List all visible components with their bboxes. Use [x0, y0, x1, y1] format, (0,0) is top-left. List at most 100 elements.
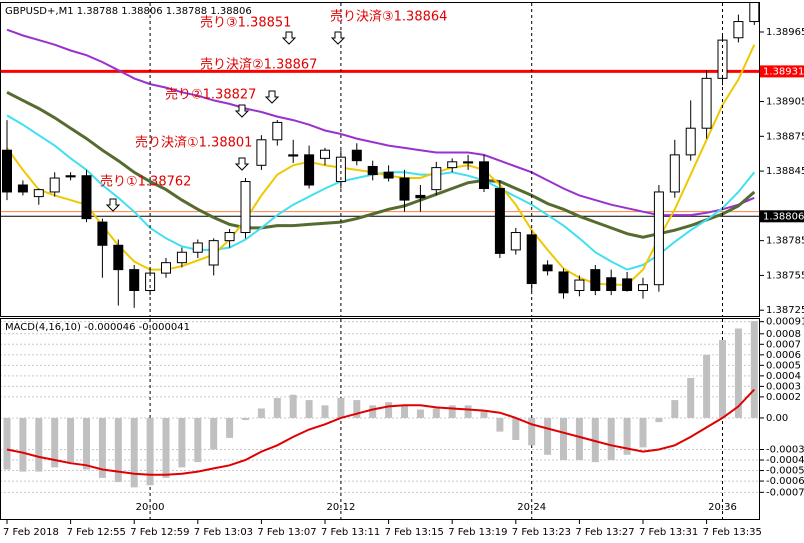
- histogram-bar: [337, 397, 345, 418]
- candle-body: [129, 269, 140, 291]
- histogram-bar: [146, 417, 154, 486]
- x-tick-label: 7 Feb 13:23: [512, 527, 571, 538]
- histogram-bar: [210, 417, 218, 450]
- y-tick-label: 1.38785: [766, 236, 804, 247]
- histogram-bar: [67, 417, 75, 463]
- y-tick-label: 1.38725: [766, 305, 804, 316]
- histogram-bar: [178, 417, 186, 468]
- candle-body: [749, 3, 760, 23]
- candle-body: [2, 149, 12, 193]
- y-tick-label: -0.0005: [766, 466, 804, 477]
- annotation: 売り②1.38827: [165, 87, 256, 103]
- macd-frame: [0, 318, 760, 520]
- annotation: 売り決済①1.38801: [135, 135, 252, 151]
- y-tick-label: 1.38965: [766, 27, 804, 38]
- candle-body: [669, 154, 680, 193]
- histogram-bar: [114, 417, 122, 483]
- histogram-bar: [289, 394, 297, 418]
- histogram-bar: [194, 417, 202, 463]
- candle-body: [33, 189, 44, 198]
- axes: 1.38965 1.38905 1.38875 1.38845 1.38785 1.387…: [3, 9, 804, 538]
- candle-body: [49, 177, 60, 193]
- candle-body: [653, 191, 664, 286]
- histogram-bar: [226, 417, 234, 438]
- histogram-bar: [162, 417, 170, 478]
- macd-panel: [0, 319, 760, 519]
- candle-body: [510, 232, 521, 251]
- candle-body: [97, 221, 108, 246]
- histogram-bar: [353, 400, 361, 418]
- candle-body: [288, 154, 299, 157]
- y-tick-label: -0.0004: [766, 455, 804, 466]
- candle-body: [685, 127, 696, 156]
- histogram-bar: [607, 417, 615, 461]
- x-tick-label: 7 Feb 13:11: [321, 527, 380, 538]
- x-tick-label: 7 Feb 13:03: [194, 527, 253, 538]
- histogram-bar: [623, 417, 631, 455]
- histogram-bar: [432, 408, 440, 418]
- candle-body: [463, 161, 474, 164]
- histogram-bar: [703, 354, 711, 418]
- histogram-bar: [321, 405, 329, 418]
- candle-body: [272, 121, 283, 141]
- y-tick-label: 0.000915: [766, 317, 804, 328]
- histogram-bar: [734, 328, 742, 418]
- histogram-bar: [35, 417, 43, 472]
- moving-average: [6, 28, 755, 217]
- histogram-bar: [305, 400, 313, 418]
- x-tick-label: 7 Feb 12:59: [130, 527, 189, 538]
- histogram-bar: [687, 377, 695, 418]
- candle-body: [320, 149, 330, 159]
- candle-body: [558, 271, 569, 294]
- histogram-bar: [480, 411, 488, 418]
- macd-title: MACD(4,16,10) -0.000046 -0.000041: [5, 322, 190, 333]
- histogram-bar: [416, 409, 424, 418]
- y-tick-label: 0.0006: [766, 350, 801, 361]
- histogram-bar: [19, 417, 27, 472]
- signal-line: [6, 388, 756, 476]
- y-tick-label: -0.0006: [766, 476, 804, 487]
- histogram-bar: [655, 417, 663, 423]
- candle-body: [367, 165, 378, 176]
- histogram-bar: [671, 400, 679, 418]
- histogram-bar: [448, 405, 456, 418]
- candle-body: [256, 139, 267, 166]
- y-tick-label: 0.0004: [766, 371, 801, 382]
- x-tick-label: 7 Feb 13:19: [448, 527, 507, 538]
- y-tick-label: 0.0002: [766, 392, 801, 403]
- histogram-bar: [83, 417, 90, 470]
- candle-body: [447, 161, 458, 169]
- y-tick-label: 0.00: [766, 413, 788, 424]
- x-tick-label: 20:36: [708, 502, 737, 513]
- x-tick-label: 20:24: [517, 502, 546, 513]
- price-frame: [0, 2, 760, 317]
- histogram-bar: [273, 397, 281, 418]
- candle-body: [208, 240, 219, 266]
- candle-body: [479, 161, 489, 189]
- histogram-bar: [719, 340, 726, 418]
- candle-body: [81, 175, 92, 220]
- candle-body: [383, 171, 394, 179]
- y-tick-label: 0.0005: [766, 360, 801, 371]
- x-tick-label: 7 Feb 2018: [3, 527, 59, 538]
- y-tick-label: 1.38875: [766, 131, 804, 142]
- y-tick-label: 1.38755: [766, 270, 804, 281]
- histogram-bar: [750, 321, 758, 418]
- candle-body: [240, 181, 251, 234]
- chart-title: GBPUSD+,M1 1.38788 1.38806 1.38788 1.388…: [5, 6, 252, 17]
- histogram-bar: [639, 417, 647, 448]
- histogram-bar: [528, 417, 536, 446]
- y-tick-label: -0.000707: [766, 487, 804, 498]
- candle-body: [113, 244, 124, 271]
- candle-body: [526, 234, 537, 285]
- price-panel: [0, 3, 760, 316]
- candle-body: [304, 154, 315, 186]
- candle-body: [176, 251, 187, 264]
- annotation: 売り決済③1.38864: [330, 9, 447, 25]
- candle-body: [431, 167, 442, 191]
- histogram-bar: [257, 408, 265, 418]
- histogram-bar: [130, 417, 138, 488]
- candle-body: [224, 232, 235, 242]
- level-label: 1.38931: [763, 66, 804, 77]
